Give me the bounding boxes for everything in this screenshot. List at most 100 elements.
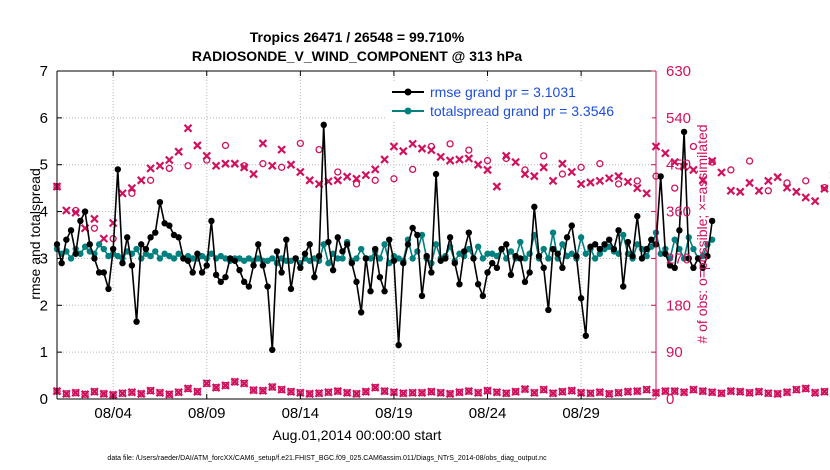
- spread-point: [133, 245, 140, 253]
- rmse-point: [100, 269, 107, 276]
- spread-point: [680, 255, 688, 262]
- obs-possible-low-marker: [118, 389, 127, 397]
- obs-assimilated-low-marker: [679, 387, 689, 397]
- obs-possible-low-marker: [184, 384, 192, 393]
- rmse-point: [142, 245, 150, 253]
- obs-assimilated-low-marker: [277, 385, 286, 394]
- rmse-point: [386, 236, 393, 243]
- obs-assimilated-marker: [698, 176, 708, 185]
- obs-possible-low-marker: [212, 383, 220, 392]
- spread-point: [591, 255, 599, 262]
- obs-possible-low-marker: [455, 388, 464, 396]
- obs-possible-marker: [184, 162, 192, 170]
- obs-possible-low-marker: [689, 385, 698, 394]
- obs-assimilated-low-marker: [754, 387, 764, 396]
- rmse-point: [615, 227, 622, 234]
- obs-possible-low-marker: [352, 390, 361, 398]
- obs-possible-low-marker: [240, 379, 248, 388]
- obs-possible-low-marker: [193, 388, 202, 396]
- obs-possible-marker: [689, 142, 698, 151]
- obs-assimilated-low-marker: [604, 389, 614, 399]
- rmse-point: [198, 269, 206, 276]
- obs-possible-marker: [802, 177, 810, 185]
- obs-possible-marker: [745, 157, 754, 165]
- obs-assimilated-low-marker: [595, 387, 605, 397]
- obs-possible-marker: [334, 168, 342, 176]
- obs-possible-low-marker: [474, 389, 482, 397]
- obs-assimilated-low-marker: [501, 388, 511, 398]
- obs-assimilated-low-marker: [764, 388, 773, 398]
- rmse-point: [545, 306, 552, 314]
- rmse-point: [357, 309, 365, 316]
- obs-possible-low-marker: [259, 387, 267, 395]
- rmse-point: [648, 236, 655, 243]
- rmse-point: [577, 295, 585, 302]
- obs-assimilated-marker: [221, 159, 230, 168]
- obs-possible-low-marker: [493, 388, 501, 396]
- obs-assimilated-marker: [595, 176, 605, 186]
- obs-possible-marker: [221, 141, 230, 150]
- x-axis-label: Aug.01,2014 00:00:00 start: [273, 427, 442, 443]
- obs-possible-marker: [483, 156, 492, 165]
- rmse-point: [292, 255, 299, 262]
- obs-assimilated-marker: [136, 176, 146, 185]
- obs-possible-low-marker: [774, 390, 782, 398]
- rmse-point: [72, 250, 79, 257]
- spread-point: [521, 255, 529, 262]
- obs-assimilated-low-marker: [427, 387, 436, 396]
- obs-possible-low-marker: [614, 389, 623, 397]
- obs-assimilated-marker: [792, 187, 801, 197]
- obs-assimilated-low-marker: [296, 388, 305, 398]
- rmse-point: [470, 255, 477, 262]
- obs-assimilated-low-marker: [361, 387, 371, 396]
- obs-assimilated-marker: [389, 142, 399, 151]
- obs-assimilated-marker: [735, 187, 745, 197]
- obs-possible-low-marker: [540, 385, 548, 394]
- y-tick-label-right: 450: [666, 157, 691, 174]
- rmse-point: [418, 292, 426, 300]
- obs-assimilated-marker: [754, 186, 764, 196]
- obs-possible-low-marker: [633, 387, 641, 395]
- obs-assimilated-low-marker: [258, 386, 268, 395]
- rmse-point: [699, 264, 706, 271]
- obs-possible-low-marker: [558, 388, 567, 396]
- obs-possible-low-marker: [137, 390, 145, 398]
- x-tick-label: 08/04: [94, 405, 132, 422]
- obs-assimilated-marker: [773, 172, 782, 182]
- obs-assimilated-low-marker: [165, 390, 174, 399]
- obs-assimilated-marker: [118, 189, 127, 198]
- obs-possible-low-marker: [315, 389, 323, 397]
- obs-assimilated-marker: [202, 151, 212, 161]
- rmse-point: [236, 266, 243, 274]
- obs-possible-low-marker: [502, 389, 510, 397]
- obs-assimilated-marker: [296, 167, 305, 177]
- obs-assimilated-low-marker: [389, 387, 399, 397]
- obs-possible-low-marker: [680, 388, 688, 396]
- obs-assimilated-low-marker: [623, 387, 633, 396]
- obs-assimilated-marker: [511, 157, 520, 167]
- obs-assimilated-marker: [165, 155, 174, 165]
- legend-spread-marker: [404, 107, 412, 115]
- spread-point: [269, 255, 276, 262]
- obs-assimilated-low-marker: [71, 388, 80, 398]
- spread-point: [409, 255, 416, 262]
- obs-assimilated-marker: [614, 171, 623, 181]
- obs-assimilated-marker: [267, 161, 277, 171]
- rmse-point: [414, 231, 421, 239]
- chart-title-line-2: RADIOSONDE_V_WIND_COMPONENT @ 313 hPa: [192, 48, 522, 64]
- rmse-point: [212, 271, 220, 279]
- obs-possible-low-marker: [72, 389, 80, 397]
- obs-possible-low-marker: [792, 385, 801, 394]
- obs-assimilated-marker: [576, 179, 586, 189]
- obs-assimilated-low-marker: [155, 388, 165, 398]
- obs-assimilated-marker: [623, 177, 633, 187]
- y-tick-label-right: 0: [666, 391, 674, 408]
- rmse-point: [690, 264, 697, 271]
- spread-point: [671, 236, 678, 243]
- obs-assimilated-low-marker: [408, 388, 417, 398]
- obs-assimilated-low-marker: [661, 386, 670, 396]
- rmse-point: [301, 250, 309, 257]
- obs-assimilated-low-marker: [333, 386, 343, 396]
- legend-rmse-marker: [404, 88, 412, 96]
- rmse-point: [531, 203, 538, 211]
